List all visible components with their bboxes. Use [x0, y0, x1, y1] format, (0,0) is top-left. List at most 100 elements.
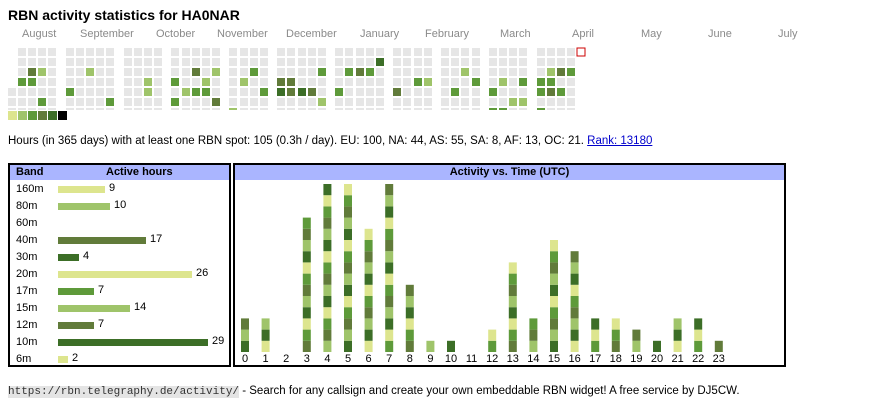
activity-bar-segment [323, 206, 332, 218]
activity-bar-segment [550, 240, 558, 252]
activity-bar-segment [364, 318, 373, 330]
calendar-day [567, 88, 575, 96]
calendar-day [335, 58, 343, 66]
activity-bar-segment [344, 262, 352, 274]
calendar-day [509, 108, 517, 110]
activity-bar-segment [344, 318, 352, 330]
band-bar [58, 339, 208, 346]
activity-bar-segment [302, 296, 311, 308]
calendar-day [509, 68, 517, 76]
activity-bar-segment [508, 318, 517, 330]
calendar-day [18, 68, 26, 76]
calendar-day [134, 68, 142, 76]
calendar-day [567, 98, 575, 106]
activity-bar-segment [302, 340, 311, 352]
calendar-day [318, 68, 326, 76]
calendar-day [308, 98, 316, 106]
calendar-day [192, 108, 200, 110]
calendar-day [86, 48, 94, 56]
hour-tick-label: 19 [630, 353, 643, 365]
calendar-day [212, 78, 220, 86]
calendar-day [393, 88, 401, 96]
calendar-day [287, 68, 295, 76]
calendar-day [308, 78, 316, 86]
footer-url[interactable]: https://rbn.telegraphy.de/activity/ [8, 386, 240, 398]
band-name: 6m [16, 353, 32, 365]
band-hours: 7 [98, 318, 105, 330]
calendar-day [356, 88, 364, 96]
legend-swatch [18, 111, 27, 120]
activity-bar-segment [550, 296, 558, 308]
hour-tick-label: 5 [344, 353, 352, 365]
calendar-day [192, 88, 200, 96]
calendar-day [192, 78, 200, 86]
calendar-day [557, 98, 565, 106]
calendar-day [48, 48, 56, 56]
calendar-day [96, 108, 104, 110]
calendar-day [124, 88, 132, 96]
calendar-day [366, 68, 374, 76]
rank-link[interactable]: Rank: 13180 [587, 135, 653, 147]
calendar-day [229, 48, 237, 56]
calendar-day [393, 48, 401, 56]
calendar-day [240, 98, 248, 106]
calendar-day [356, 78, 364, 86]
activity-bar-segment [591, 329, 600, 341]
calendar-day [260, 58, 268, 66]
activity-bar-segment [570, 251, 579, 263]
calendar-day [318, 78, 326, 86]
activity-bar-segment [344, 217, 352, 229]
calendar-day [192, 48, 200, 56]
activity-bars [241, 184, 723, 352]
calendar-day [441, 48, 449, 56]
calendar-day [250, 68, 258, 76]
calendar-day [461, 98, 469, 106]
calendar-day [345, 108, 353, 110]
calendar-day [403, 68, 411, 76]
activity-bar-segment [302, 329, 311, 341]
band-row: 6m 2 [10, 352, 229, 368]
calendar-day [124, 98, 132, 106]
calendar-day [345, 48, 353, 56]
calendar-day [229, 68, 237, 76]
calendar-day [414, 68, 422, 76]
calendar-day [8, 108, 16, 110]
hour-tick-label: 20 [650, 353, 664, 365]
calendar-day [414, 108, 422, 110]
activity-bar-segment [385, 296, 394, 308]
calendar-day [277, 68, 285, 76]
activity-bar-segment [302, 262, 311, 274]
band-table: Band Active hours 160m 9 80m 10 60m 40m 17 30m 4… [8, 163, 231, 367]
calendar-day [38, 68, 46, 76]
calendar-day [335, 48, 343, 56]
activity-bar-segment [364, 251, 373, 263]
calendar-day [250, 78, 258, 86]
calendar-day [393, 78, 401, 86]
activity-bar-segment [344, 307, 352, 319]
calendar-day [537, 48, 545, 56]
band-hours: 2 [72, 352, 79, 364]
calendar-day [472, 68, 480, 76]
calendar-day [567, 108, 575, 110]
activity-bar-segment [426, 340, 435, 352]
band-row: 40m 17 [10, 233, 229, 249]
calendar-day [229, 78, 237, 86]
calendar-day [393, 58, 401, 66]
calendar-day [308, 58, 316, 66]
activity-bar-segment [508, 340, 517, 352]
calendar-day [144, 88, 152, 96]
hour-tick-label: 6 [365, 353, 372, 365]
calendar-day [48, 58, 56, 66]
calendar-day [547, 58, 555, 66]
calendar-day [308, 88, 316, 96]
calendar-day [86, 88, 94, 96]
legend-swatch [58, 111, 67, 120]
calendar-day [96, 68, 104, 76]
calendar-day [250, 98, 258, 106]
calendar-day [144, 48, 152, 56]
activity-bar-segment [405, 296, 414, 308]
activity-bar-segment [385, 273, 394, 285]
calendar-day [318, 48, 326, 56]
activity-bar-segment [714, 340, 723, 352]
calendar-day [229, 88, 237, 96]
